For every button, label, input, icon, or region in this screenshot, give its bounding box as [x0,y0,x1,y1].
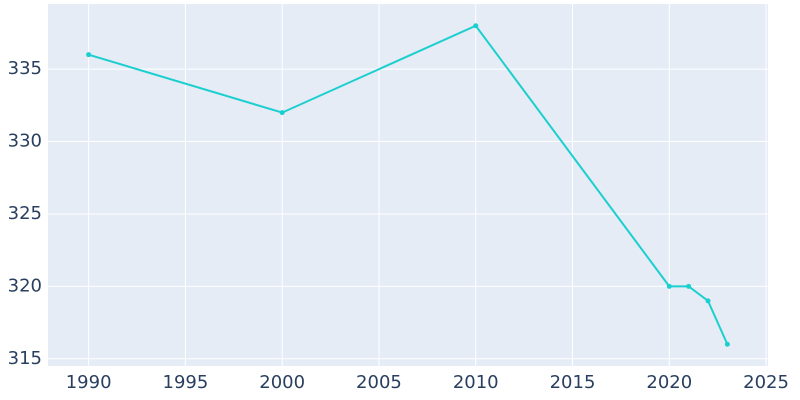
x-tick-label: 2015 [550,372,596,393]
x-tick-label: 2020 [646,372,692,393]
x-tick-label: 1995 [163,372,209,393]
point [686,283,692,289]
x-tick-label: 2025 [743,372,789,393]
point [86,52,92,58]
y-tick-label: 325 [8,203,42,224]
y-tick-label: 320 [8,275,42,296]
x-tick-label: 2005 [356,372,402,393]
x-tick-label: 2000 [259,372,305,393]
y-tick-label: 315 [8,348,42,369]
y-tick-label: 335 [8,58,42,79]
plot-area [48,4,768,366]
point [705,298,711,304]
point [473,23,479,29]
point [279,110,285,116]
point [666,283,672,289]
point [724,341,730,347]
x-tick-label: 2010 [453,372,499,393]
x-tick-label: 1990 [66,372,112,393]
y-tick-label: 330 [8,131,42,152]
